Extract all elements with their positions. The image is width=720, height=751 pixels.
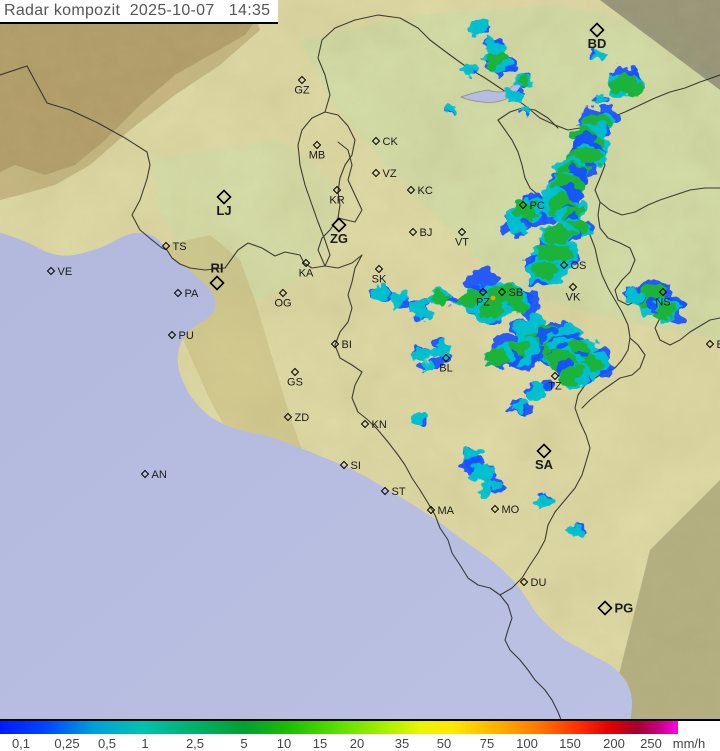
svg-text:KR: KR [329,194,344,206]
svg-text:NS: NS [655,296,670,308]
svg-text:VE: VE [58,266,73,278]
svg-text:PG: PG [615,601,634,616]
svg-text:50: 50 [437,736,451,751]
svg-text:250: 250 [640,736,662,751]
svg-text:VZ: VZ [383,168,397,180]
svg-text:SI: SI [351,460,361,472]
svg-text:5: 5 [240,736,247,751]
svg-text:ST: ST [392,486,406,498]
svg-text:CK: CK [383,136,399,148]
svg-text:BI: BI [342,339,352,351]
svg-text:ZG: ZG [330,231,348,246]
svg-text:15: 15 [313,736,327,751]
svg-text:PZ: PZ [476,296,490,308]
svg-text:AN: AN [152,469,167,481]
svg-text:SA: SA [535,457,554,472]
svg-text:LJ: LJ [216,203,231,218]
svg-text:20: 20 [350,736,364,751]
svg-text:MO: MO [502,504,520,516]
svg-text:OG: OG [274,297,291,309]
svg-text:PC: PC [530,200,545,212]
svg-text:OS: OS [571,260,587,272]
svg-text:TS: TS [173,241,187,253]
svg-text:1: 1 [141,736,148,751]
svg-text:RI: RI [211,261,224,276]
svg-text:mm/h: mm/h [673,736,706,751]
svg-text:VT: VT [455,236,469,248]
svg-text:VK: VK [566,291,581,303]
svg-text:BJ: BJ [420,227,433,239]
svg-text:SK: SK [372,273,387,285]
svg-text:ZD: ZD [295,412,310,424]
svg-text:150: 150 [559,736,581,751]
svg-text:DU: DU [531,577,547,589]
svg-text:GZ: GZ [294,84,310,96]
svg-text:KN: KN [372,419,387,431]
svg-text:SB: SB [509,287,524,299]
svg-text:KA: KA [299,267,314,279]
svg-text:0,1: 0,1 [12,736,30,751]
svg-text:2,5: 2,5 [186,736,204,751]
svg-text:MA: MA [438,505,455,517]
svg-text:100: 100 [516,736,538,751]
svg-text:MB: MB [309,149,326,161]
svg-text:PU: PU [179,330,194,342]
svg-text:BL: BL [439,362,452,374]
svg-text:10: 10 [277,736,291,751]
svg-text:KC: KC [418,185,433,197]
svg-text:BG: BG [717,339,720,351]
svg-text:35: 35 [395,736,409,751]
svg-text:GS: GS [287,376,303,388]
svg-text:75: 75 [480,736,494,751]
svg-text:BD: BD [588,36,607,51]
svg-text:0,25: 0,25 [54,736,79,751]
svg-text:200: 200 [603,736,625,751]
svg-text:0,5: 0,5 [98,736,116,751]
svg-text:TZ: TZ [548,380,562,392]
svg-text:PA: PA [185,288,200,300]
